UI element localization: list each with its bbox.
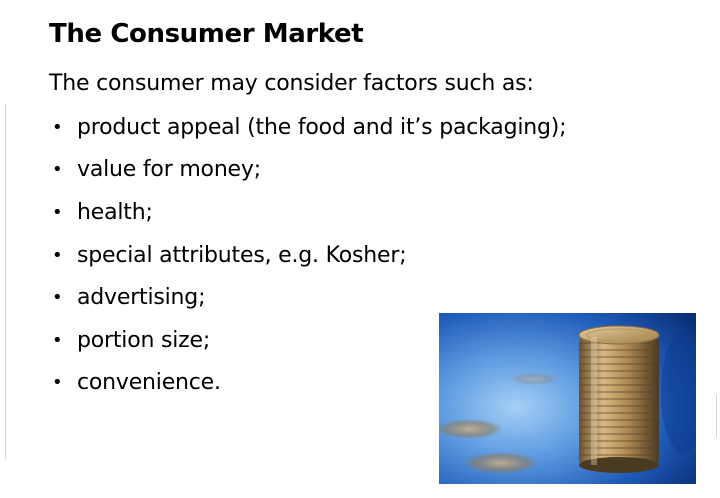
blurred-coin-back <box>510 373 558 385</box>
coin-stack-image <box>439 313 696 484</box>
bullet-text: value for money; <box>77 157 261 182</box>
coin-stack <box>578 325 660 473</box>
bullet-text: portion size; <box>77 328 211 353</box>
bullet-marker: • <box>52 159 63 180</box>
slide-edge-left <box>5 104 6 460</box>
bullet-text: health; <box>77 200 153 225</box>
photo-vignette <box>661 333 696 453</box>
slide-title: The Consumer Market <box>49 19 364 49</box>
slide-intro: The consumer may consider factors such a… <box>49 71 534 96</box>
bullet-marker: • <box>52 202 63 223</box>
bullet-marker: • <box>52 330 63 351</box>
blurred-coin-bottom <box>463 452 539 474</box>
bullet-marker: • <box>52 245 63 266</box>
bullet-text: convenience. <box>77 370 221 395</box>
bullet-marker: • <box>52 117 63 138</box>
bullet-text: advertising; <box>77 285 206 310</box>
bullet-text: product appeal (the food and it’s packag… <box>77 115 567 140</box>
bullet-marker: • <box>52 372 63 393</box>
slide-edge-right <box>716 395 717 437</box>
blurred-coin-left <box>439 419 503 439</box>
bullet-text: special attributes, e.g. Kosher; <box>77 243 407 268</box>
bullet-marker: • <box>52 287 63 308</box>
coin-stack-illustration <box>439 313 696 484</box>
